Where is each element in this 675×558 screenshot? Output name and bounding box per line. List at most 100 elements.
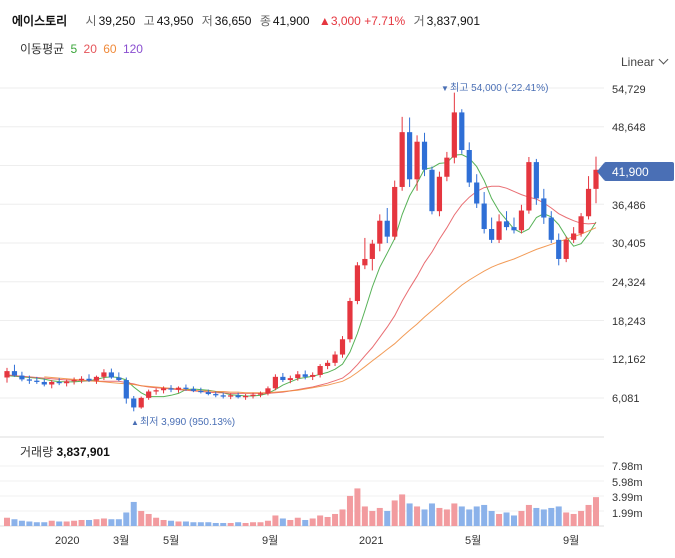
volume-bar — [466, 509, 473, 526]
candle-body — [459, 112, 465, 150]
scale-dropdown[interactable]: Linear — [621, 54, 669, 69]
volume-bar — [369, 510, 376, 526]
candle-body — [585, 188, 592, 217]
time-tick: 9월 — [262, 534, 278, 547]
volume-bar — [279, 518, 286, 526]
last-price-badge: 41,900 — [597, 162, 674, 181]
volume-bar — [264, 520, 271, 526]
volume-panel-value: 3,837,901 — [56, 445, 110, 459]
volume-bar — [354, 488, 361, 526]
ma-legend-60[interactable]: 60 — [103, 42, 117, 56]
volume-bar — [220, 522, 227, 526]
annotations: ▼ 최고 54,000 (-22.41%) ▲ 최저 3,990 (950.13… — [131, 82, 548, 428]
volume-bar — [86, 519, 93, 526]
volume-bar — [100, 518, 107, 526]
candle-body — [451, 112, 457, 158]
volume-bar — [302, 519, 309, 526]
ma-legend-5[interactable]: 5 — [70, 42, 78, 56]
volume-bar — [138, 510, 145, 526]
volume-bar — [250, 522, 257, 526]
candle-body — [481, 203, 487, 230]
candle-body — [220, 395, 226, 397]
candle-body — [146, 391, 152, 398]
candle-body — [578, 216, 584, 234]
ma-legend-120[interactable]: 120 — [122, 42, 143, 56]
candle-body — [287, 378, 293, 381]
candle-body — [571, 233, 577, 240]
volume-bar — [18, 520, 25, 526]
candle-body — [444, 157, 450, 177]
volume-bar — [339, 509, 346, 526]
max-marker-arrow: ▼ — [441, 84, 449, 93]
volume-bar — [227, 522, 234, 526]
volume-bar — [346, 495, 353, 526]
volume-bar — [309, 518, 316, 526]
price-tick: 48,648 — [612, 122, 646, 134]
candle-body — [250, 394, 256, 396]
candle-body — [235, 395, 241, 398]
volume-tick: 7.98m — [612, 461, 643, 473]
volume-bar — [78, 519, 85, 526]
volume-bar — [235, 522, 242, 526]
volume-bar — [242, 522, 249, 526]
ma5-line — [6, 153, 597, 398]
volume-tick: 5.98m — [612, 477, 643, 489]
candle-body — [339, 339, 346, 355]
candle-body — [518, 210, 525, 231]
candle-body — [496, 221, 502, 240]
volume-bar — [48, 520, 55, 526]
price-tick: 24,324 — [612, 277, 646, 289]
candle-body — [101, 372, 107, 377]
volume-bar — [115, 519, 122, 526]
volume-bar — [473, 506, 480, 526]
candle-body — [593, 169, 599, 189]
candle-body — [548, 217, 554, 240]
volume-bar — [525, 504, 532, 526]
candle-body — [302, 374, 308, 377]
volume-bar — [399, 494, 406, 526]
candle-body — [429, 169, 435, 212]
close-value: 41,900 — [272, 14, 310, 28]
volume-bar — [4, 517, 10, 526]
candle-body — [138, 397, 144, 408]
high-label: 고 — [143, 14, 155, 28]
candle-body — [317, 366, 323, 375]
volume-bar — [376, 507, 383, 526]
candle-body — [93, 376, 100, 381]
price-axis: 54,729 48,648 36,486 30,405 24,324 18,24… — [612, 84, 646, 405]
min-marker-arrow: ▲ — [131, 418, 139, 427]
volume-bars — [4, 488, 599, 526]
candle-body — [71, 380, 77, 382]
candle-body — [175, 387, 182, 390]
ma60-line — [44, 227, 597, 394]
volume-panel-title: 거래량 3,837,901 — [20, 443, 110, 460]
candle-body — [474, 182, 480, 204]
time-tick: 5월 — [163, 534, 179, 547]
candle-body — [49, 381, 55, 385]
candle-body — [377, 220, 383, 244]
volume-bar — [168, 520, 175, 526]
open-value: 39,250 — [98, 14, 136, 28]
volume-bar — [496, 513, 503, 526]
stock-name: 에이스토리 — [12, 14, 68, 28]
price-tick: 12,162 — [612, 354, 646, 366]
candle-body — [78, 378, 85, 381]
volume-bar — [205, 522, 212, 526]
candle-body — [295, 374, 301, 379]
volume-bar — [391, 500, 398, 526]
volume-bar — [540, 509, 547, 526]
candle-body — [160, 388, 167, 391]
volume-bar — [123, 512, 130, 526]
candle-body — [407, 132, 413, 180]
change-value: ▲3,000 +7.71% — [318, 14, 406, 28]
candle-body — [265, 388, 271, 394]
volume-bar — [481, 504, 488, 526]
last-price-value: 41,900 — [612, 165, 649, 179]
volume-bar — [332, 513, 339, 526]
ma-legend-20[interactable]: 20 — [83, 42, 97, 56]
candle-body — [563, 239, 569, 259]
volume-bar — [11, 519, 18, 526]
volume-bar — [443, 509, 450, 526]
candle-body — [489, 229, 495, 240]
